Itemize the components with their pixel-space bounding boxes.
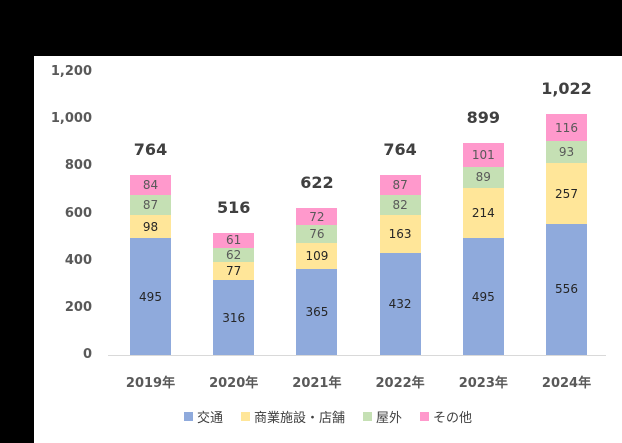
bar-segment: 72: [296, 208, 338, 226]
legend-label: 商業施設・店舗: [253, 411, 345, 426]
legend-item: 交通: [183, 407, 223, 426]
bar-segment: 257: [546, 163, 587, 224]
total-label: 764: [133, 139, 168, 159]
bar-segment: 87: [379, 174, 421, 196]
legend-label: 交通: [196, 411, 223, 426]
bar-stack: 316 77 62 61: [213, 56, 255, 355]
legend-swatch-icon: [363, 412, 372, 421]
bar-segment: 93: [546, 141, 587, 164]
bar-segment: 316: [213, 280, 255, 355]
bar-segment: 98: [130, 215, 171, 239]
legend-swatch-icon: [240, 412, 250, 421]
bar-stack: 495 98 87 84: [130, 56, 171, 355]
bar-segment: 87: [130, 194, 171, 216]
bar-stack: 556 257 93 116: [546, 56, 587, 355]
total-label: 622: [300, 173, 334, 193]
bar-segment: 76: [296, 225, 338, 244]
x-tick-label: 2020年: [209, 376, 259, 391]
y-tick-label: 600: [64, 205, 92, 221]
legend-label: 屋外: [376, 411, 403, 426]
total-label: 1,022: [541, 78, 592, 98]
x-tick-label: 2022年: [375, 376, 425, 391]
y-tick-label: 1,000: [50, 111, 92, 127]
legend-item: 屋外: [363, 407, 402, 426]
bar-segment: 116: [546, 113, 587, 142]
bar-segment: 495: [462, 238, 504, 355]
bar-stack: 495 214 89 101: [462, 56, 504, 355]
bar-segment: 89: [462, 166, 504, 188]
legend: 交通 商業施設・店舗 屋外 その他: [34, 407, 622, 426]
total-label: 899: [466, 107, 500, 127]
bar-segment: 62: [213, 247, 255, 263]
x-tick-label: 2024年: [541, 376, 592, 391]
legend-item: その他: [420, 407, 472, 426]
legend-swatch-icon: [420, 412, 430, 421]
bar-stack: 432 163 82 87: [379, 56, 421, 355]
bar-segment: 84: [130, 174, 171, 195]
x-tick-label: 2023年: [458, 376, 508, 391]
y-tick-label: 0: [82, 347, 92, 362]
bar-segment: 77: [213, 262, 255, 281]
legend-label: その他: [433, 411, 473, 426]
y-tick-label: 400: [64, 252, 92, 268]
y-tick-label: 1,200: [50, 64, 92, 79]
x-tick-label: 2021年: [292, 376, 342, 391]
bar-segment: 214: [462, 187, 504, 239]
bar-stack: 365 109 76 72: [296, 56, 338, 355]
x-axis-line: [108, 355, 606, 356]
stacked-bar-chart: 0 200 400 600 800 1,000 1,200 495 98 87 84 764 316 7…: [34, 56, 622, 443]
bar-segment: 61: [213, 233, 255, 248]
total-label: 516: [216, 198, 251, 218]
bar-segment: 432: [379, 253, 421, 355]
bar-segment: 101: [462, 142, 504, 167]
bar-segment: 495: [130, 238, 171, 355]
bar-segment: 365: [296, 268, 338, 355]
legend-item: 商業施設・店舗: [240, 407, 345, 426]
y-tick-label: 800: [64, 158, 92, 174]
x-tick-label: 2019年: [125, 376, 176, 391]
bar-segment: 163: [379, 214, 421, 254]
bar-segment: 556: [546, 223, 587, 355]
total-label: 764: [383, 139, 417, 159]
y-tick-label: 200: [64, 299, 92, 315]
legend-swatch-icon: [183, 412, 193, 421]
bar-segment: 109: [296, 243, 338, 269]
bar-segment: 82: [379, 195, 421, 215]
